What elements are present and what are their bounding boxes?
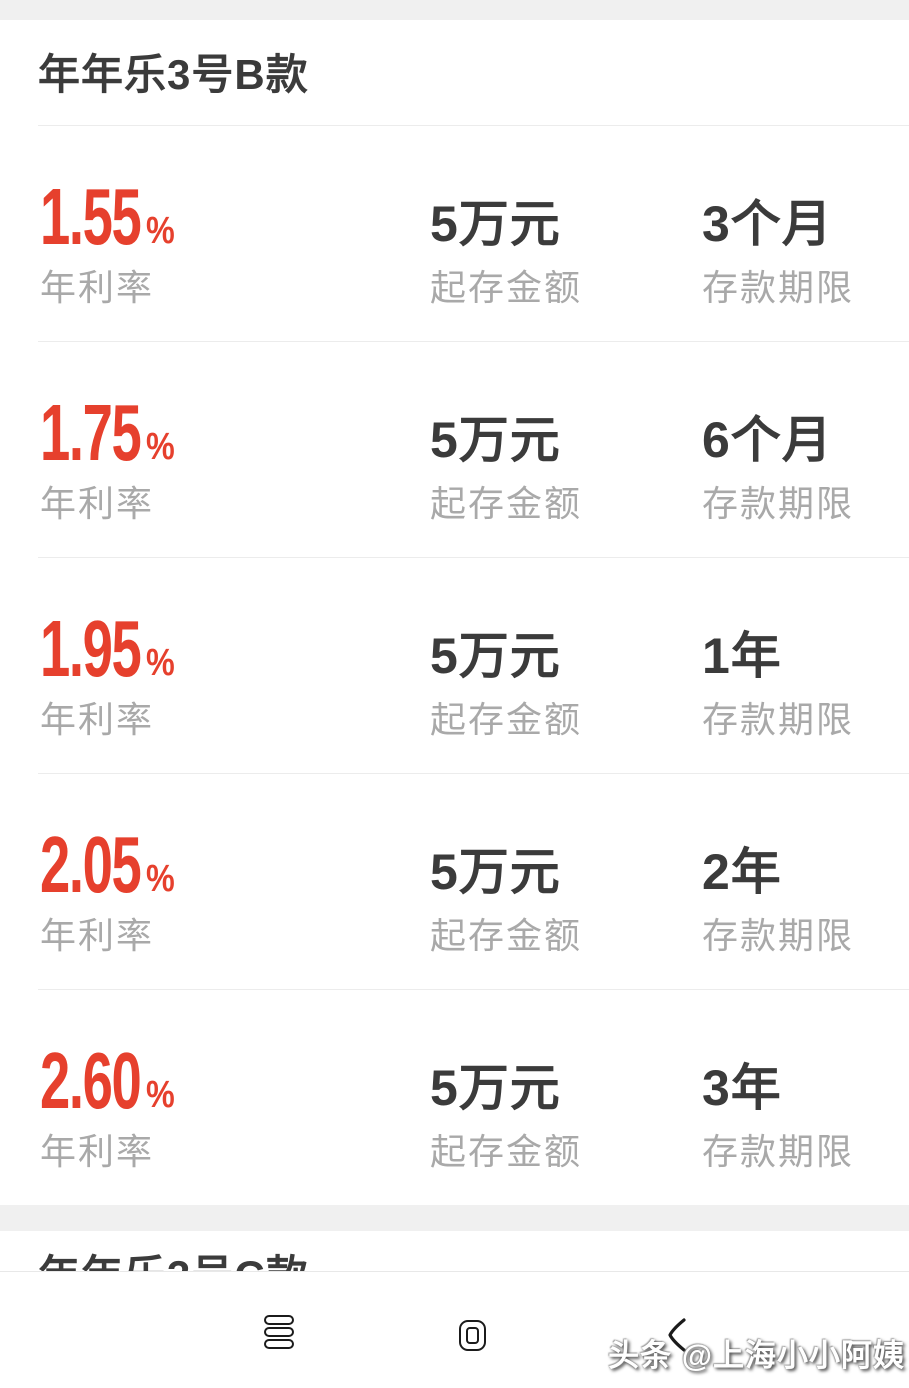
section-c-title: 年年乐3号C款 [38, 1255, 909, 1272]
amount-value-wrap: 5万元 [430, 400, 702, 464]
rate-number: 2.05 [40, 819, 142, 909]
rate-cell: 1.95% 年利率 [40, 603, 430, 773]
term-value-wrap: 1年 [702, 616, 909, 680]
amount-value: 5万元 [430, 627, 561, 684]
amount-cell: 5万元 起存金额 [430, 184, 702, 341]
amount-label: 起存金额 [430, 915, 583, 956]
rate-label: 年利率 [40, 483, 155, 524]
rate-row[interactable]: 1.55% 年利率 5万元 起存金额 3个月 存款期限 [0, 126, 909, 341]
term-value: 6个月 [702, 411, 833, 468]
section-b-title: 年年乐3号B款 [38, 51, 309, 98]
amount-label: 起存金额 [430, 483, 583, 524]
amount-value-wrap: 5万元 [430, 1048, 702, 1112]
rate-number: 1.75 [40, 387, 142, 477]
rate-table: 1.55% 年利率 5万元 起存金额 3个月 存款期限 1.75% 年利率 [0, 126, 909, 1205]
amount-label: 起存金额 [430, 699, 583, 740]
rate-label: 年利率 [40, 699, 155, 740]
rate-label: 年利率 [40, 915, 155, 956]
term-label: 存款期限 [702, 1131, 855, 1172]
rate-cell: 1.55% 年利率 [40, 171, 430, 341]
rate-value: 1.55% [40, 171, 430, 261]
rate-value: 2.05% [40, 819, 430, 909]
amount-value-wrap: 5万元 [430, 616, 702, 680]
amount-value: 5万元 [430, 195, 561, 252]
term-value: 3个月 [702, 195, 833, 252]
amount-value: 5万元 [430, 843, 561, 900]
divider [38, 773, 909, 774]
rate-cell: 2.60% 年利率 [40, 1035, 430, 1205]
recents-icon[interactable] [264, 1315, 294, 1351]
term-value: 3年 [702, 1059, 782, 1116]
rate-value: 2.60% [40, 1035, 430, 1125]
term-label: 存款期限 [702, 483, 855, 524]
status-strip [0, 0, 909, 20]
recents-icon-bar [264, 1339, 294, 1349]
term-value-wrap: 6个月 [702, 400, 909, 464]
term-cell: 6个月 存款期限 [702, 400, 909, 557]
term-value-wrap: 2年 [702, 832, 909, 896]
content-cutoff-line [0, 1271, 909, 1272]
rate-row[interactable]: 2.60% 年利率 5万元 起存金额 3年 存款期限 [0, 990, 909, 1205]
rate-cell: 1.75% 年利率 [40, 387, 430, 557]
amount-value-wrap: 5万元 [430, 184, 702, 248]
amount-value: 5万元 [430, 411, 561, 468]
amount-cell: 5万元 起存金额 [430, 832, 702, 989]
term-label: 存款期限 [702, 699, 855, 740]
rate-cell: 2.05% 年利率 [40, 819, 430, 989]
section-b-header: 年年乐3号B款 [0, 20, 909, 125]
amount-value: 5万元 [430, 1059, 561, 1116]
term-cell: 3年 存款期限 [702, 1048, 909, 1205]
term-cell: 2年 存款期限 [702, 832, 909, 989]
divider [38, 341, 909, 342]
rate-number: 2.60 [40, 1035, 142, 1125]
divider [38, 125, 909, 126]
amount-label: 起存金额 [430, 267, 583, 308]
recents-icon-bar [264, 1315, 294, 1325]
android-navbar [0, 1274, 909, 1388]
rate-label: 年利率 [40, 267, 155, 308]
home-icon-inner [466, 1327, 479, 1344]
divider [38, 989, 909, 990]
watermark: 头条 @上海小小阿姨 [608, 1338, 905, 1373]
rate-number: 1.95 [40, 603, 142, 693]
divider [38, 557, 909, 558]
section-separator-strip [0, 1205, 909, 1231]
rate-value: 1.95% [40, 603, 430, 693]
amount-value-wrap: 5万元 [430, 832, 702, 896]
rate-number: 1.55 [40, 171, 142, 261]
rate-row[interactable]: 1.75% 年利率 5万元 起存金额 6个月 存款期限 [0, 342, 909, 557]
rate-row[interactable]: 2.05% 年利率 5万元 起存金额 2年 存款期限 [0, 774, 909, 989]
recents-icon-bar [264, 1327, 294, 1337]
percent-sign: % [145, 1073, 175, 1116]
home-icon[interactable] [459, 1320, 486, 1351]
section-c-header-clipped: 年年乐3号C款 [0, 1231, 909, 1271]
percent-sign: % [145, 857, 175, 900]
back-icon[interactable] [665, 1317, 689, 1353]
percent-sign: % [145, 209, 175, 252]
term-label: 存款期限 [702, 915, 855, 956]
amount-cell: 5万元 起存金额 [430, 1048, 702, 1205]
amount-label: 起存金额 [430, 1131, 583, 1172]
term-cell: 3个月 存款期限 [702, 184, 909, 341]
term-value: 2年 [702, 843, 782, 900]
percent-sign: % [145, 425, 175, 468]
amount-cell: 5万元 起存金额 [430, 616, 702, 773]
percent-sign: % [145, 641, 175, 684]
term-label: 存款期限 [702, 267, 855, 308]
amount-cell: 5万元 起存金额 [430, 400, 702, 557]
rate-label: 年利率 [40, 1131, 155, 1172]
rate-value: 1.75% [40, 387, 430, 477]
term-value-wrap: 3年 [702, 1048, 909, 1112]
term-value-wrap: 3个月 [702, 184, 909, 248]
term-value: 1年 [702, 627, 782, 684]
term-cell: 1年 存款期限 [702, 616, 909, 773]
rate-row[interactable]: 1.95% 年利率 5万元 起存金额 1年 存款期限 [0, 558, 909, 773]
